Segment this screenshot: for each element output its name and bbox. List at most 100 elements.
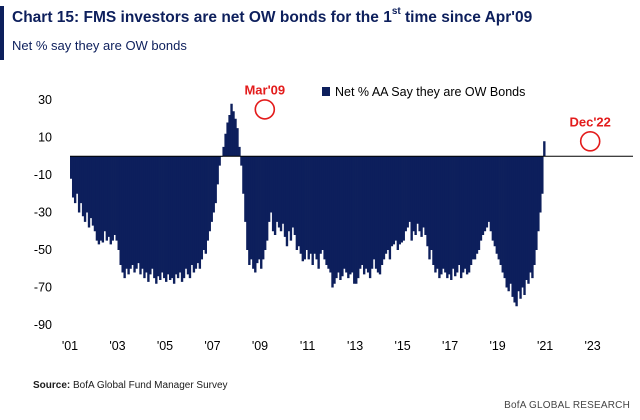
bar: [333, 156, 336, 284]
bar: [388, 156, 392, 260]
y-tick-label: 30: [38, 93, 52, 107]
bar: [163, 156, 166, 279]
bar: [167, 156, 170, 275]
bar: [186, 156, 190, 275]
bar: [422, 156, 425, 228]
bar: [309, 156, 312, 254]
bar: [264, 156, 267, 250]
bar: [311, 156, 314, 265]
x-tick-label: '09: [252, 339, 268, 353]
bar: [319, 156, 322, 254]
bar: [523, 156, 526, 295]
bar: [289, 156, 293, 241]
bar: [382, 156, 386, 260]
bar: [438, 156, 441, 279]
bar: [236, 128, 239, 157]
bar: [414, 156, 417, 235]
bar: [258, 156, 261, 260]
bar: [473, 156, 477, 260]
bar: [70, 156, 73, 179]
bar: [525, 156, 528, 280]
bar: [307, 156, 310, 260]
bar: [139, 156, 142, 275]
chart-title: Chart 15: FMS investors are net OW bonds…: [12, 6, 532, 27]
bar: [325, 156, 328, 265]
bar: [174, 156, 178, 275]
bar: [531, 156, 534, 279]
bar: [99, 156, 103, 241]
bar: [83, 156, 87, 222]
bar: [353, 156, 356, 284]
bar: [105, 156, 109, 241]
y-tick-label: -90: [34, 318, 52, 332]
bar: [459, 156, 463, 279]
x-tick-label: '21: [537, 339, 553, 353]
bar: [115, 156, 118, 241]
bar: [479, 156, 483, 241]
bar: [73, 156, 77, 204]
bar: [168, 156, 172, 280]
bar: [386, 156, 390, 250]
bar: [111, 156, 114, 241]
bar: [224, 133, 227, 157]
bar: [137, 156, 140, 264]
bar: [499, 156, 502, 265]
bar: [394, 156, 398, 241]
bar: [444, 156, 447, 273]
bar: [511, 156, 514, 297]
bar: [287, 156, 291, 232]
bar: [91, 156, 95, 226]
bar: [206, 156, 209, 241]
bar: [351, 156, 354, 273]
bar: [392, 156, 396, 245]
bar: [93, 156, 97, 232]
bar: [406, 156, 409, 228]
bar: [321, 156, 324, 250]
bar: [366, 156, 370, 273]
bar: [329, 156, 332, 273]
bar: [461, 156, 465, 273]
bar: [537, 156, 540, 232]
bar: [436, 156, 439, 269]
bar: [355, 156, 358, 284]
bar: [361, 156, 364, 265]
bar: [97, 156, 101, 245]
bar: [372, 156, 376, 260]
bar: [475, 156, 479, 254]
bar: [440, 156, 443, 275]
bar: [384, 156, 388, 254]
bar: [283, 156, 287, 237]
bond-overweight-chart: 30 10 -10 -30 -50 -70 -90 '01 '03 '05 '07 '09 '11 '1…: [34, 82, 633, 353]
bar: [256, 156, 259, 264]
bar: [101, 156, 105, 243]
bar: [210, 156, 213, 222]
bar: [194, 156, 198, 269]
bar: [513, 156, 516, 303]
bar: [165, 156, 168, 282]
bar: [517, 156, 520, 292]
source-label: Source:: [33, 380, 71, 391]
bar: [212, 156, 215, 213]
bar: [458, 156, 461, 265]
x-tick-label: '05: [157, 339, 173, 353]
bar: [432, 156, 435, 265]
bar: [305, 156, 308, 250]
bar: [313, 156, 316, 254]
bar: [149, 156, 152, 275]
bar: [198, 156, 202, 269]
annotation-circle: [254, 99, 276, 120]
bar: [483, 156, 487, 232]
bar: [489, 156, 493, 232]
brand-footer: BofA GLOBAL RESEARCH: [504, 400, 630, 411]
bar: [129, 156, 132, 269]
source-text: BofA Global Fund Manager Survey: [70, 380, 228, 391]
bar: [301, 156, 304, 262]
bar: [357, 156, 360, 279]
bar: [89, 156, 93, 219]
bar: [155, 156, 158, 284]
bar: [442, 156, 445, 269]
bar: [216, 156, 219, 185]
bar: [481, 156, 485, 235]
bar: [293, 156, 297, 235]
bar: [135, 156, 138, 269]
